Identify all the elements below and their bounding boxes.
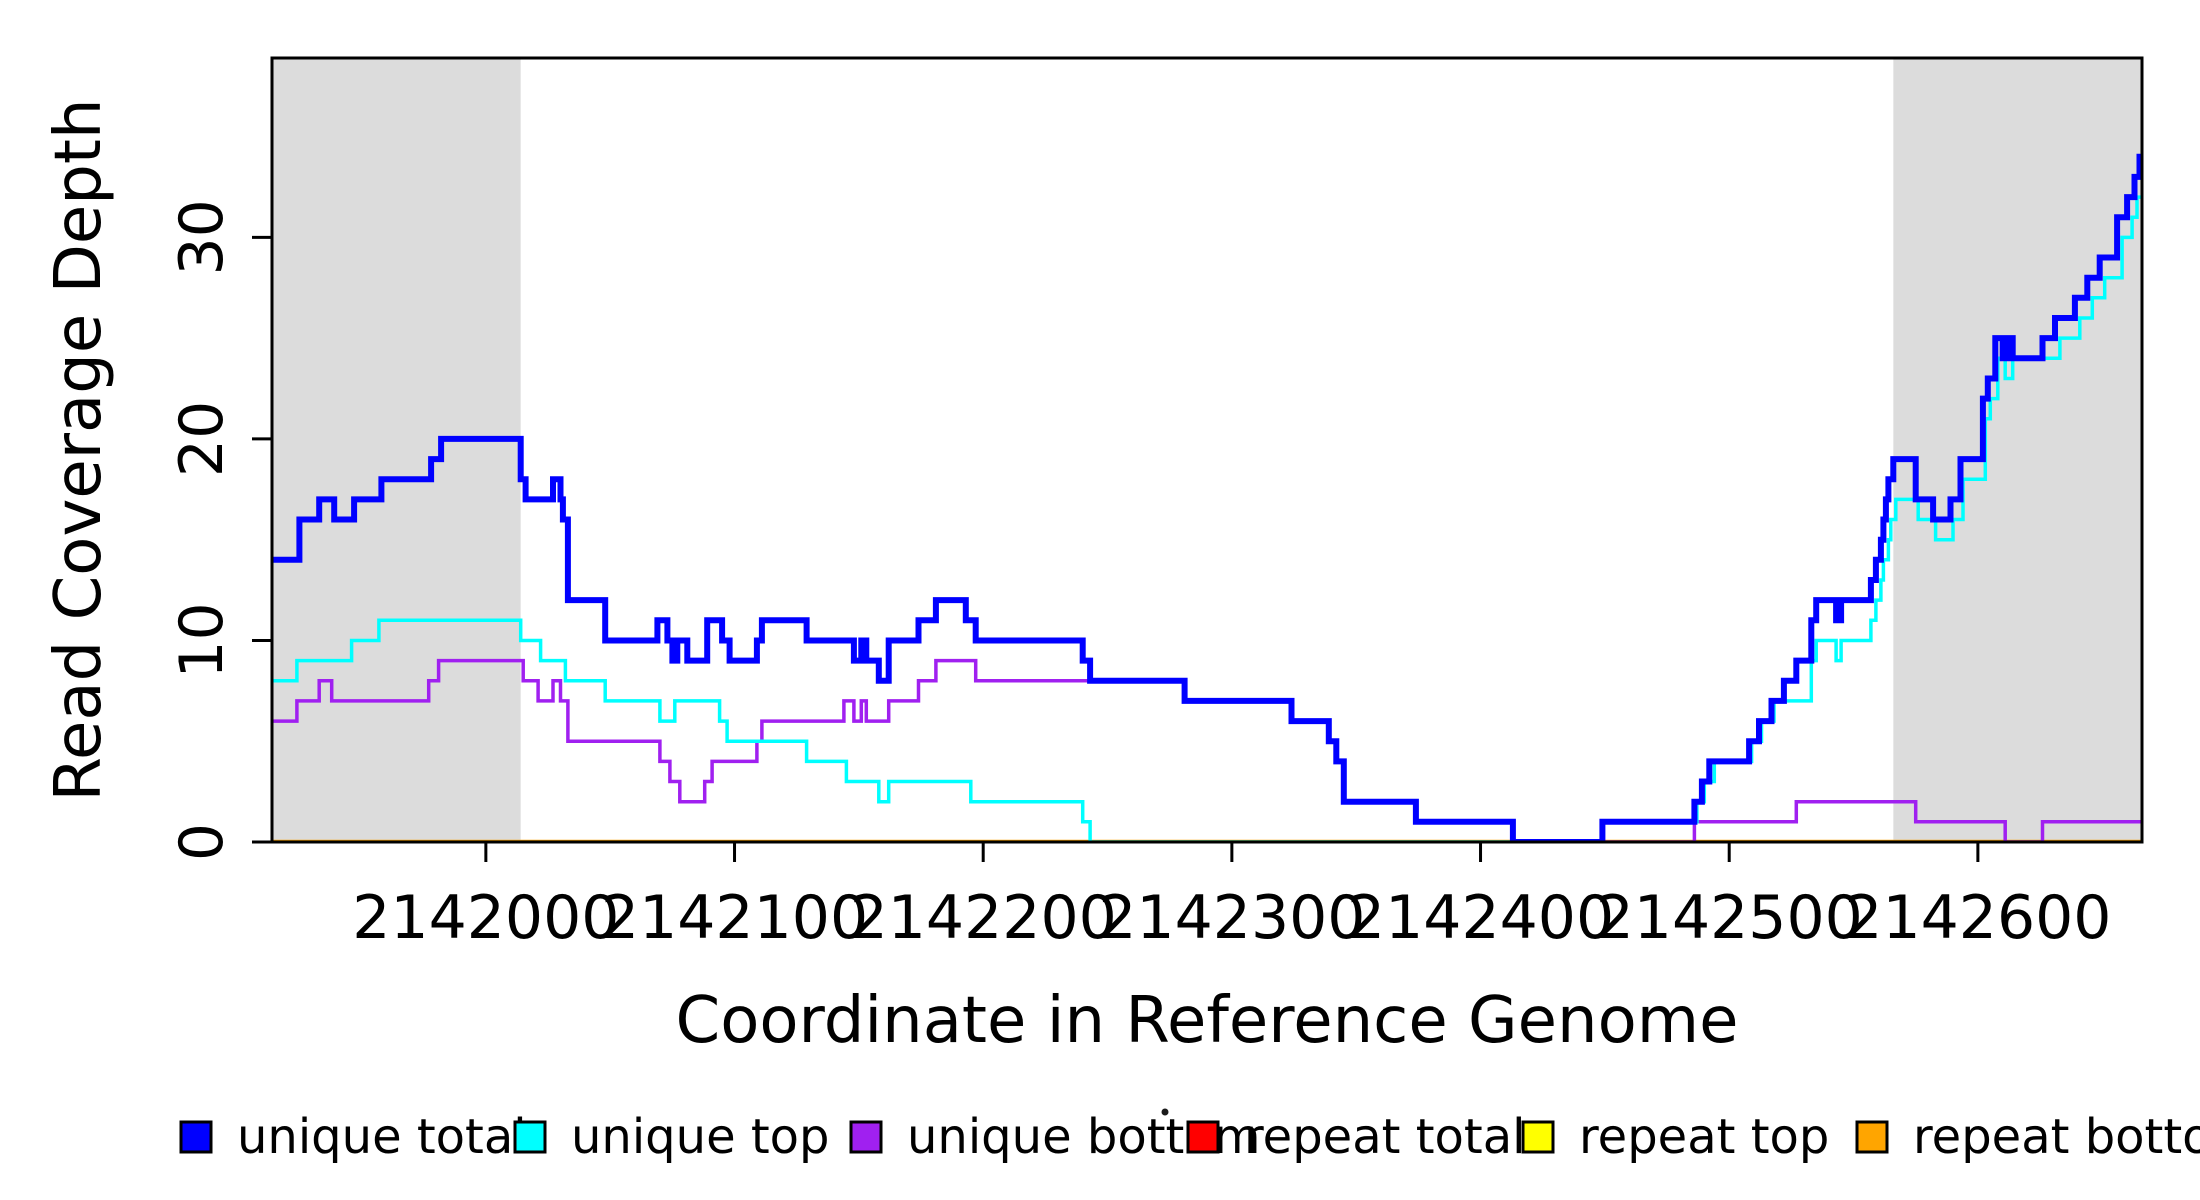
- series-line-unique-top: [272, 195, 2142, 842]
- x-axis-tick-label: 2142200: [850, 883, 1117, 953]
- y-axis-tick-label: 30: [167, 199, 237, 275]
- coverage-series-lines: [272, 153, 2142, 842]
- legend-label-repeat-top: repeat top: [1579, 1109, 1829, 1165]
- legend-swatch-repeat-bottom: [1855, 1120, 1889, 1154]
- plot-border-box: [270, 56, 2144, 844]
- legend-swatch-repeat-top: [1521, 1120, 1555, 1154]
- y-axis-tick-label: 0: [167, 823, 237, 861]
- x-axis-tick-label: 2142600: [1844, 883, 2111, 953]
- y-axis-tick-label: 10: [167, 602, 237, 678]
- legend-swatch-unique-bottom: [849, 1120, 883, 1154]
- series-line-unique-total: [272, 153, 2142, 842]
- legend-swatch-repeat-total: [1186, 1120, 1220, 1154]
- series-line-unique-bottom: [272, 658, 2142, 842]
- legend-label-unique-top: unique top: [571, 1109, 830, 1165]
- x-axis-tick-label: 2142000: [352, 883, 619, 953]
- masked-repeat-regions: [272, 58, 2142, 842]
- x-axis-tick-label: 2142500: [1596, 883, 1863, 953]
- legend-label-repeat-bottom: repeat bottom: [1913, 1109, 2200, 1165]
- legend-swatch-unique-total: [179, 1120, 213, 1154]
- stray-dot-mark: [1161, 1108, 1169, 1116]
- y-axis: 0 10 20 30: [167, 199, 272, 861]
- masked-region: [1893, 58, 2142, 842]
- legend-swatch-unique-top: [513, 1120, 547, 1154]
- x-axis: 2142000214210021422002142300214240021425…: [352, 842, 2111, 953]
- x-axis-tick-label: 2142300: [1098, 883, 1365, 953]
- legend-label-unique-total: unique total: [237, 1109, 527, 1165]
- x-axis-tick-label: 2142400: [1347, 883, 1614, 953]
- x-axis-title: Coordinate in Reference Genome: [676, 984, 1739, 1058]
- chart-legend: unique total unique top unique bottomrepea…: [179, 1108, 2200, 1165]
- y-axis-tick-label: 20: [167, 401, 237, 477]
- masked-region: [272, 58, 521, 842]
- legend-label-repeat-total: repeat total: [1244, 1109, 1525, 1165]
- y-axis-title: Read Coverage Depth: [42, 98, 116, 801]
- x-axis-tick-label: 2142100: [601, 883, 868, 953]
